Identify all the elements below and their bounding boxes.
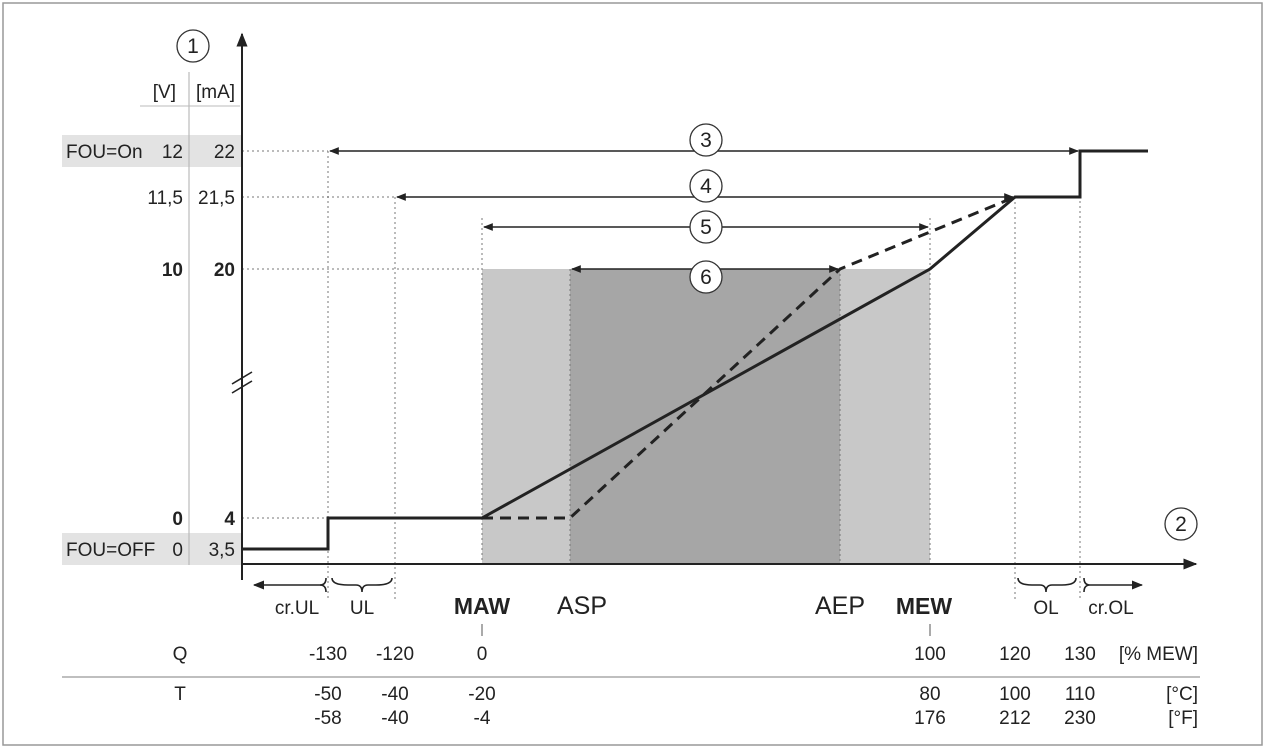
q-value: 100 [914,644,946,665]
marker-1-label: 1 [187,35,199,58]
fou-on-highlight [62,135,242,167]
t-fahrenheit: 230 [1064,708,1096,729]
cr-ol-label: cr.OL [1088,598,1133,619]
mew-label: MEW [896,593,953,619]
fou-on-ma: 22 [214,142,235,163]
fou-on-label: FOU=On [66,142,143,163]
q-value: -120 [376,644,414,665]
t-fahrenheit: 176 [914,708,946,729]
t-celsius: -40 [381,684,408,705]
q-value: 120 [999,644,1031,665]
t-celsius: -50 [314,684,341,705]
range-min-v: 0 [172,509,183,530]
range-arrows [329,147,1079,273]
ul-label: UL [350,598,374,619]
t-row-label: T [174,684,186,705]
braces [252,577,1144,593]
analog-range-dark [570,269,840,564]
unit-ma: [mA] [196,82,235,103]
t-unit-f: [°F] [1168,708,1198,729]
marker-4: 4 [689,169,723,203]
cr-ul-label: cr.UL [275,598,319,619]
t-celsius: -20 [468,684,495,705]
output-characteristic-solid [242,149,1148,551]
marker-6-label: 6 [700,266,712,289]
fou-off-ma: 3,5 [209,540,235,561]
asp-label: ASP [557,592,607,620]
aep-label: AEP [815,592,865,620]
marker-5-label: 5 [700,216,712,239]
marker-4-label: 4 [700,175,712,198]
marker-1: 1 [176,29,210,63]
ol-label: OL [1033,598,1058,619]
fou-off-v: 0 [172,540,183,561]
marker-2: 2 [1164,507,1198,541]
t-unit-c: [°C] [1166,684,1198,705]
axis-break [231,371,253,394]
output-characteristic-dashed [482,195,1016,520]
marker-3: 3 [689,123,723,157]
marker-5: 5 [689,210,723,244]
t-celsius: 100 [999,684,1031,705]
range-max-v: 10 [162,260,183,281]
marker-3-label: 3 [700,129,712,152]
t-fahrenheit: 212 [999,708,1031,729]
fou-off-highlight [62,533,242,565]
marker-2-label: 2 [1175,513,1187,536]
range-min-ma: 4 [224,509,235,530]
q-unit: [% MEW] [1119,644,1198,665]
fou-on-v: 12 [162,142,183,163]
t-celsius: 110 [1065,684,1095,705]
q-value: -130 [309,644,347,665]
q-ticks [481,624,931,636]
max-limit-ma: 21,5 [198,188,235,209]
fou-off-label: FOU=OFF [66,540,155,561]
max-limit-v: 11,5 [147,188,183,209]
t-fahrenheit: -40 [381,708,408,729]
t-fahrenheit: -4 [474,708,491,729]
maw-label: MAW [454,593,511,619]
unit-v: [V] [153,82,176,103]
q-row-label: Q [173,644,188,665]
q-value: 0 [477,644,488,665]
t-fahrenheit: -58 [314,708,341,729]
range-max-ma: 20 [214,260,235,281]
q-value: 130 [1064,644,1096,665]
marker-6: 6 [689,260,723,294]
t-celsius: 80 [919,684,940,705]
